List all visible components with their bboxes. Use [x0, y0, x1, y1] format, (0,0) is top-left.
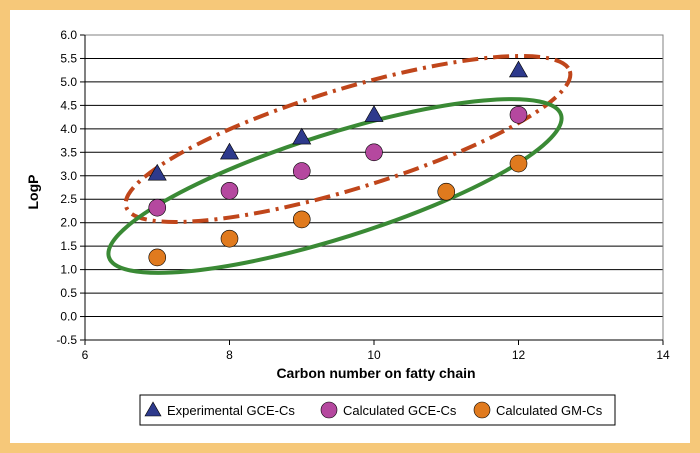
data-point — [292, 127, 312, 145]
x-tick-label: 14 — [656, 348, 670, 362]
y-tick-label: 5.0 — [60, 75, 77, 89]
legend-marker — [473, 401, 491, 419]
y-tick-label: 1.0 — [60, 263, 77, 277]
data-point — [220, 181, 239, 200]
axes — [84, 34, 664, 341]
y-tick-label: 4.5 — [60, 98, 77, 112]
y-tick-label: 5.5 — [60, 51, 77, 65]
data-point — [220, 229, 239, 248]
legend-label: Experimental GCE-Cs — [167, 403, 295, 418]
data-point — [148, 248, 167, 267]
x-tick-label: 8 — [226, 348, 233, 362]
solid-ellipse — [106, 97, 564, 275]
data-point — [292, 162, 311, 180]
x-tick-label: 6 — [82, 348, 89, 362]
data-point — [219, 142, 240, 160]
legend: Experimental GCE-Cs Calculated GCE-Cs Calc… — [139, 394, 616, 426]
y-tick-label: 6.0 — [60, 28, 77, 42]
x-tick-label: 12 — [512, 348, 526, 362]
y-tick-label: 4.0 — [60, 122, 77, 136]
data-point — [509, 154, 528, 173]
grid-lines — [80, 34, 664, 345]
data-point — [365, 143, 383, 162]
x-axis-label: Carbon number on fatty chain — [276, 365, 475, 381]
legend-label: Calculated GCE-Cs — [343, 403, 457, 418]
y-axis-label: LogP — [25, 175, 41, 210]
legend-box — [139, 394, 616, 426]
x-tick-label: 10 — [367, 348, 381, 362]
y-tick-label: 0.0 — [60, 310, 77, 324]
y-tick-label: -0.5 — [56, 333, 77, 347]
dash-dot-ellipse — [123, 54, 573, 224]
y-tick-label: 3.0 — [60, 169, 77, 183]
data-point — [509, 105, 528, 124]
data-points — [147, 60, 529, 267]
data-point — [292, 210, 311, 229]
y-tick-label: 0.5 — [60, 286, 77, 300]
legend-marker — [320, 401, 338, 419]
data-point — [508, 60, 529, 78]
y-tick-label: 2.5 — [60, 192, 77, 206]
annotation-ellipses — [106, 54, 573, 275]
data-point — [437, 182, 456, 201]
data-point — [148, 198, 167, 217]
y-tick-label: 3.5 — [60, 145, 77, 159]
legend-label: Calculated GM-Cs — [496, 403, 603, 418]
y-tick-label: 1.5 — [60, 239, 77, 253]
tick-labels: -0.5 0.0 0.5 1.0 1.5 2.0 2.5 3.0 3.5 4.0 4.5 5.0 5.5… — [56, 28, 670, 362]
legend-marker — [144, 401, 162, 417]
data-point — [364, 105, 384, 122]
y-tick-label: 2.0 — [60, 216, 77, 230]
data-point — [147, 163, 167, 181]
